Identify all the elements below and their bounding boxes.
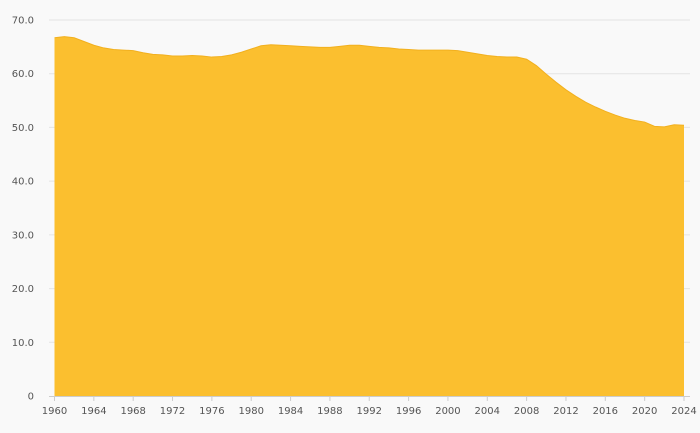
x-tick-label: 2024 xyxy=(671,406,696,417)
y-tick-label: 20.0 xyxy=(12,284,34,295)
plot-area xyxy=(54,36,685,397)
series-line xyxy=(54,36,685,128)
x-tick-label: 1964 xyxy=(81,406,106,417)
x-tick-label: 2016 xyxy=(593,406,618,417)
axes: 0 10.0 20.0 30.0 40.0 50.0 60.0 70.0 1960 1964 196… xyxy=(12,16,697,418)
area-fill xyxy=(54,36,684,397)
x-tick-label: 1976 xyxy=(199,406,224,417)
x-tick-label: 2008 xyxy=(514,406,539,417)
y-tick-label: 50.0 xyxy=(12,123,34,134)
y-tick-label: 0 xyxy=(28,392,34,403)
y-tick-label: 10.0 xyxy=(12,338,34,349)
y-tick-label: 70.0 xyxy=(12,16,34,27)
x-tick-label: 2012 xyxy=(553,406,578,417)
y-tick-label: 60.0 xyxy=(12,69,34,80)
y-tick-label: 40.0 xyxy=(12,177,34,188)
x-tick-label: 1984 xyxy=(278,406,303,417)
x-tick-label: 1960 xyxy=(42,406,67,417)
x-tick-label: 1988 xyxy=(317,406,342,417)
x-tick-label: 1980 xyxy=(238,406,263,417)
x-tick-label: 2004 xyxy=(475,406,500,417)
x-tick-label: 1968 xyxy=(120,406,145,417)
x-tick-label: 1992 xyxy=(357,406,382,417)
x-tick-label: 1996 xyxy=(396,406,421,417)
x-tick-label: 2000 xyxy=(435,406,460,417)
x-tick-label: 1972 xyxy=(160,406,185,417)
x-tick-label: 2020 xyxy=(632,406,657,417)
y-tick-label: 30.0 xyxy=(12,230,34,241)
